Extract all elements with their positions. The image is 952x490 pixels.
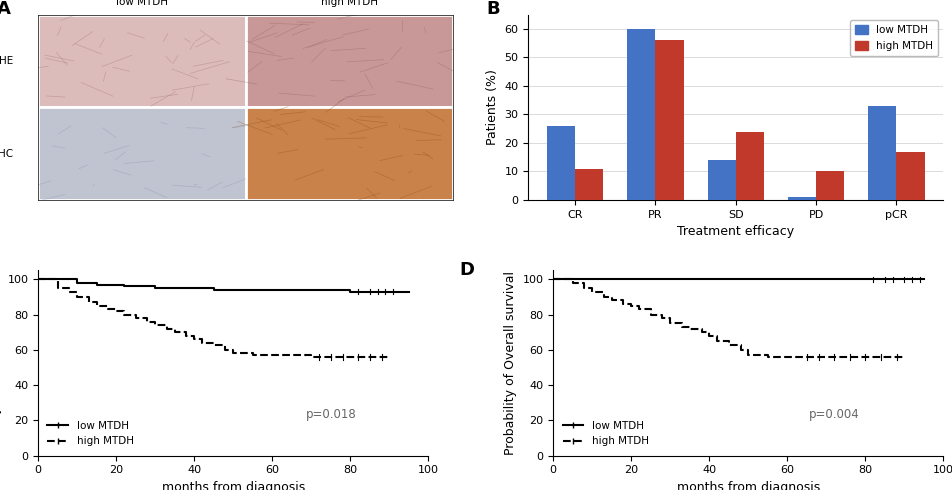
Legend: low MTDH, high MTDH: low MTDH, high MTDH xyxy=(43,417,138,450)
Bar xyxy=(815,172,843,200)
Text: HE: HE xyxy=(0,56,13,66)
Legend: low MTDH, high MTDH: low MTDH, high MTDH xyxy=(558,417,652,450)
Bar xyxy=(707,160,735,200)
Text: low MTDH: low MTDH xyxy=(116,0,168,7)
Legend: low MTDH, high MTDH: low MTDH, high MTDH xyxy=(849,20,938,56)
Text: A: A xyxy=(0,0,10,18)
X-axis label: Treatment efficacy: Treatment efficacy xyxy=(677,225,794,238)
Bar xyxy=(867,106,896,200)
Text: IHC: IHC xyxy=(0,148,13,159)
Bar xyxy=(787,197,815,200)
Bar xyxy=(896,151,923,200)
Y-axis label: Probability of Disease-free survival: Probability of Disease-free survival xyxy=(0,254,2,472)
Bar xyxy=(38,15,246,107)
Bar xyxy=(546,126,575,200)
X-axis label: months from diagnosis: months from diagnosis xyxy=(162,481,305,490)
Bar xyxy=(246,15,453,107)
Y-axis label: Probability of Overall survival: Probability of Overall survival xyxy=(504,271,516,455)
Text: high MTDH: high MTDH xyxy=(321,0,378,7)
Bar xyxy=(626,29,655,200)
X-axis label: months from diagnosis: months from diagnosis xyxy=(676,481,819,490)
Bar xyxy=(575,169,603,200)
Text: D: D xyxy=(459,261,474,279)
Bar xyxy=(38,107,246,200)
Text: p=0.018: p=0.018 xyxy=(305,409,356,421)
Text: B: B xyxy=(486,0,500,18)
Bar xyxy=(246,107,453,200)
Y-axis label: Patients (%): Patients (%) xyxy=(486,70,498,145)
Bar xyxy=(735,132,764,200)
Text: p=0.004: p=0.004 xyxy=(808,409,859,421)
Bar xyxy=(655,40,683,200)
